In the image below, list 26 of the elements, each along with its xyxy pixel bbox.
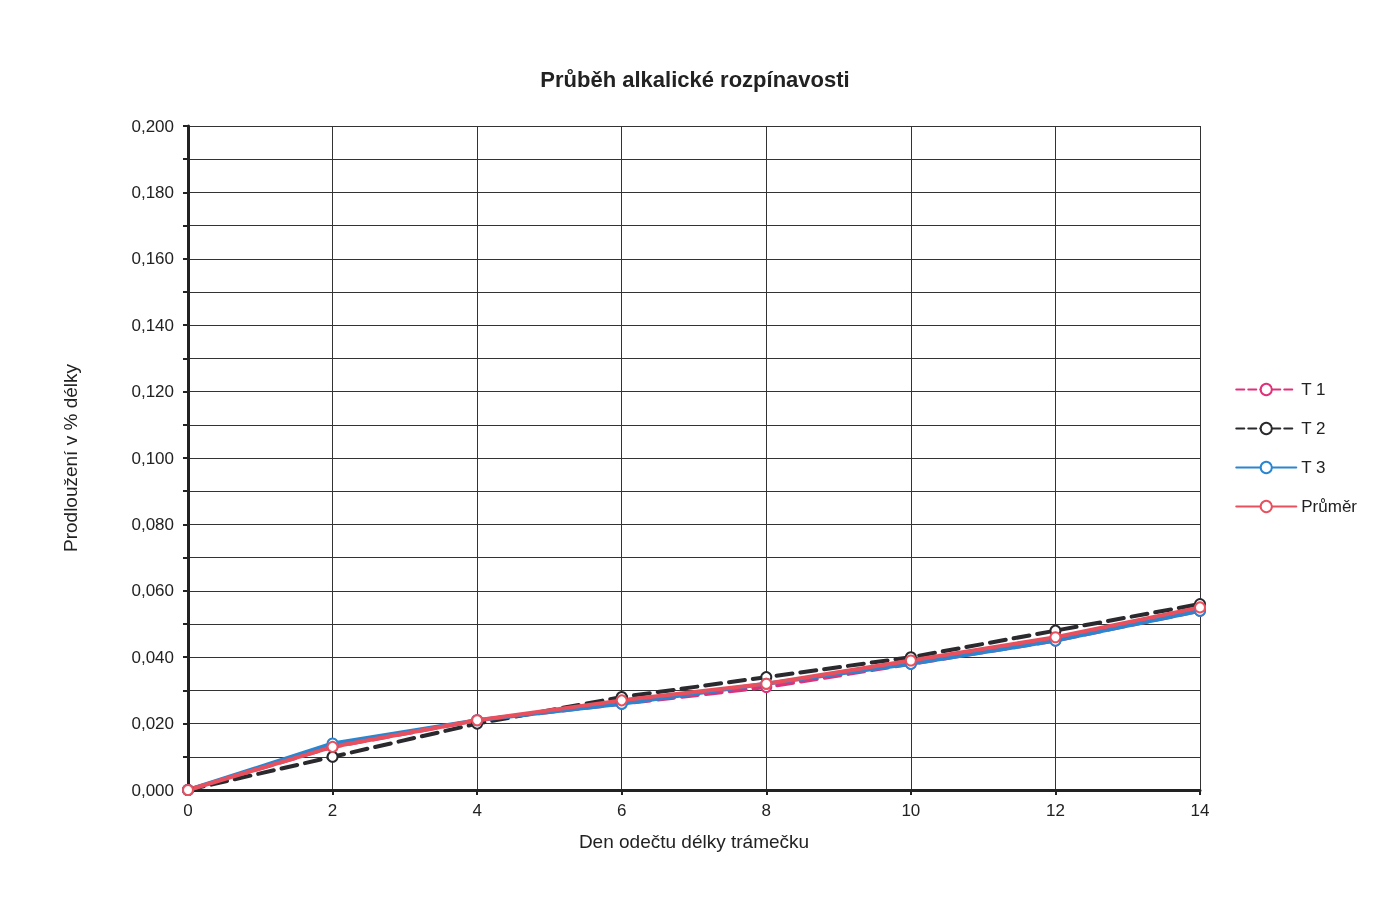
y-tick-label: 0,120: [131, 382, 174, 402]
x-axis-title: Den odečtu délky trámečku: [578, 831, 810, 852]
y-tick-label: 0,140: [131, 315, 174, 335]
x-tick-label: 6: [616, 801, 627, 820]
x-tick-label: 10: [901, 801, 921, 820]
y-tick-label: 0,020: [131, 714, 174, 734]
y-tick-label: 0,060: [131, 581, 174, 601]
x-tick-label: 14: [1190, 801, 1210, 820]
y-tick-label: 0,040: [131, 647, 174, 667]
y-tick-label: 0,200: [131, 116, 174, 136]
chart-title: Průběh alkalické rozpínavosti: [540, 66, 850, 92]
x-tick-label: 2: [327, 801, 338, 820]
legend-label: Průměr: [1301, 497, 1358, 516]
y-tick-label: 0,000: [131, 780, 174, 800]
legend-label: T 1: [1301, 380, 1326, 399]
x-tick-label: 8: [761, 801, 772, 820]
y-tick-label: 0,180: [131, 182, 174, 202]
legend-label: T 3: [1301, 458, 1326, 477]
x-tick-label: 4: [472, 801, 482, 820]
y-tick-label: 0,080: [131, 514, 174, 534]
x-tick-label: 12: [1045, 801, 1065, 820]
y-tick-label: 0,160: [131, 249, 174, 269]
y-tick-label: 0,100: [131, 448, 174, 468]
x-tick-label: 0: [183, 801, 193, 820]
legend-label: T 2: [1301, 419, 1326, 438]
y-axis-title: Prodloužení v % délky: [60, 363, 81, 552]
